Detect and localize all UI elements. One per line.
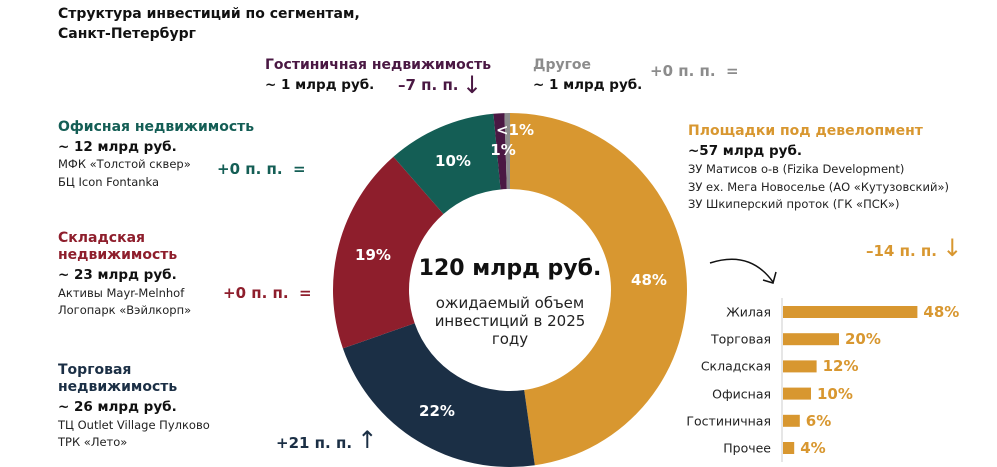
warehouse-change: +0 п. п. = [223,284,312,302]
arrow-up-icon: ↑ [357,426,378,454]
warehouse-value: ~ 23 млрд руб. [58,267,177,283]
development-title: Площадки под девелопмент [688,123,923,139]
arrow-down-icon: ↓ [462,71,483,99]
bar [783,414,800,427]
warehouse-title: Складская недвижимость [58,230,177,264]
office-change: +0 п. п. = [217,160,306,178]
bar-value-label: 20% [845,330,881,349]
development-detail: ЗУ ех. Мега Новоселье (АО «Кутузовский») [688,180,949,194]
warehouse-change-text: +0 п. п. [223,284,289,302]
retail-change: +21 п. п. ↑ [276,428,377,452]
equals-icon: = [293,160,306,178]
office-title: Офисная недвижимость [58,119,255,135]
office-detail: БЦ Icon Fontanka [58,175,160,189]
total-subtitle: ожидаемый объем инвестиций в 2025 году [434,294,586,348]
bar-category-label: Складская [700,358,771,374]
bar [783,360,817,373]
bar-value-label: 12% [822,357,859,376]
retail-value: ~ 26 млрд руб. [58,399,177,415]
warehouse-detail: Логопарк «Вэйлкорп» [58,303,192,317]
other-change: +0 п. п. = [650,62,739,80]
development-value: ~57 млрд руб. [688,143,803,159]
bar-value-label: 6% [805,411,832,430]
retail-title-line: Торговая [58,362,132,378]
slice-label-development: 48% [631,271,667,289]
retail-detail: ТЦ Outlet Village Пулково [58,418,210,432]
bar-category-label: Гостиничная [686,413,771,429]
bar [783,333,839,346]
office-value: ~ 12 млрд руб. [58,139,177,155]
bar [783,387,811,400]
other-title: Другое [533,57,592,73]
bar [783,306,918,318]
warehouse-title-line: Складская [58,230,146,246]
donut-slice [493,113,507,190]
bar-value-label: 10% [817,384,853,403]
warehouse-title-line: недвижимость [58,247,178,263]
bar-value-label: 4% [800,439,826,457]
slice-label-warehouse: 19% [355,246,391,264]
total-value: 120 млрд руб. [418,256,602,281]
retail-detail: ТРК «Лето» [58,435,128,449]
other-change-text: +0 п. п. [650,62,716,80]
page-title: Структура инвестиций по сегментам, Санкт… [58,6,360,42]
bar-category-label: Офисная [712,386,771,402]
donut-slice [342,323,535,467]
bar-value-label: 48% [923,303,960,321]
development-detail: ЗУ Матисов о-в (Fizika Development) [688,162,905,176]
retail-title-line: недвижимость [58,379,178,395]
warehouse-detail: Активы Mayr-Melnhof [58,286,185,300]
donut-slice [333,156,444,349]
retail-title: Торговая недвижимость [58,362,177,396]
donut-slice [393,113,501,214]
office-detail: МФК «Толстой сквер» [58,157,191,171]
bar-category-label: Жилая [726,304,771,320]
slice-label-hotel: 1% [490,141,516,159]
hotel-title: Гостиничная недвижимость [265,57,492,73]
slice-label-other: <1% [495,121,535,139]
development-change: –14 п. п. ↓ [866,236,962,260]
bar-category-label: Прочее [723,440,771,456]
donut-slice [510,113,687,466]
bar [783,442,795,454]
equals-icon: = [726,62,739,80]
bar-category-label: Торговая [711,331,771,347]
slice-label-office: 10% [435,152,471,170]
hotel-value: ~ 1 млрд руб. [265,77,375,93]
hotel-change: –7 п. п. [398,76,459,94]
donut-slice [504,113,510,190]
arrow-down-icon: ↓ [942,234,963,262]
office-change-text: +0 п. п. [217,160,283,178]
equals-icon: = [299,284,312,302]
development-change-text: –14 п. п. [866,242,937,260]
development-detail: ЗУ Шкиперский проток (ГК «ПСК») [688,197,900,211]
curved-arrow-icon [709,258,777,284]
slice-label-retail: 22% [419,402,455,420]
other-value: ~ 1 млрд руб. [533,77,643,93]
retail-change-text: +21 п. п. [276,434,353,452]
